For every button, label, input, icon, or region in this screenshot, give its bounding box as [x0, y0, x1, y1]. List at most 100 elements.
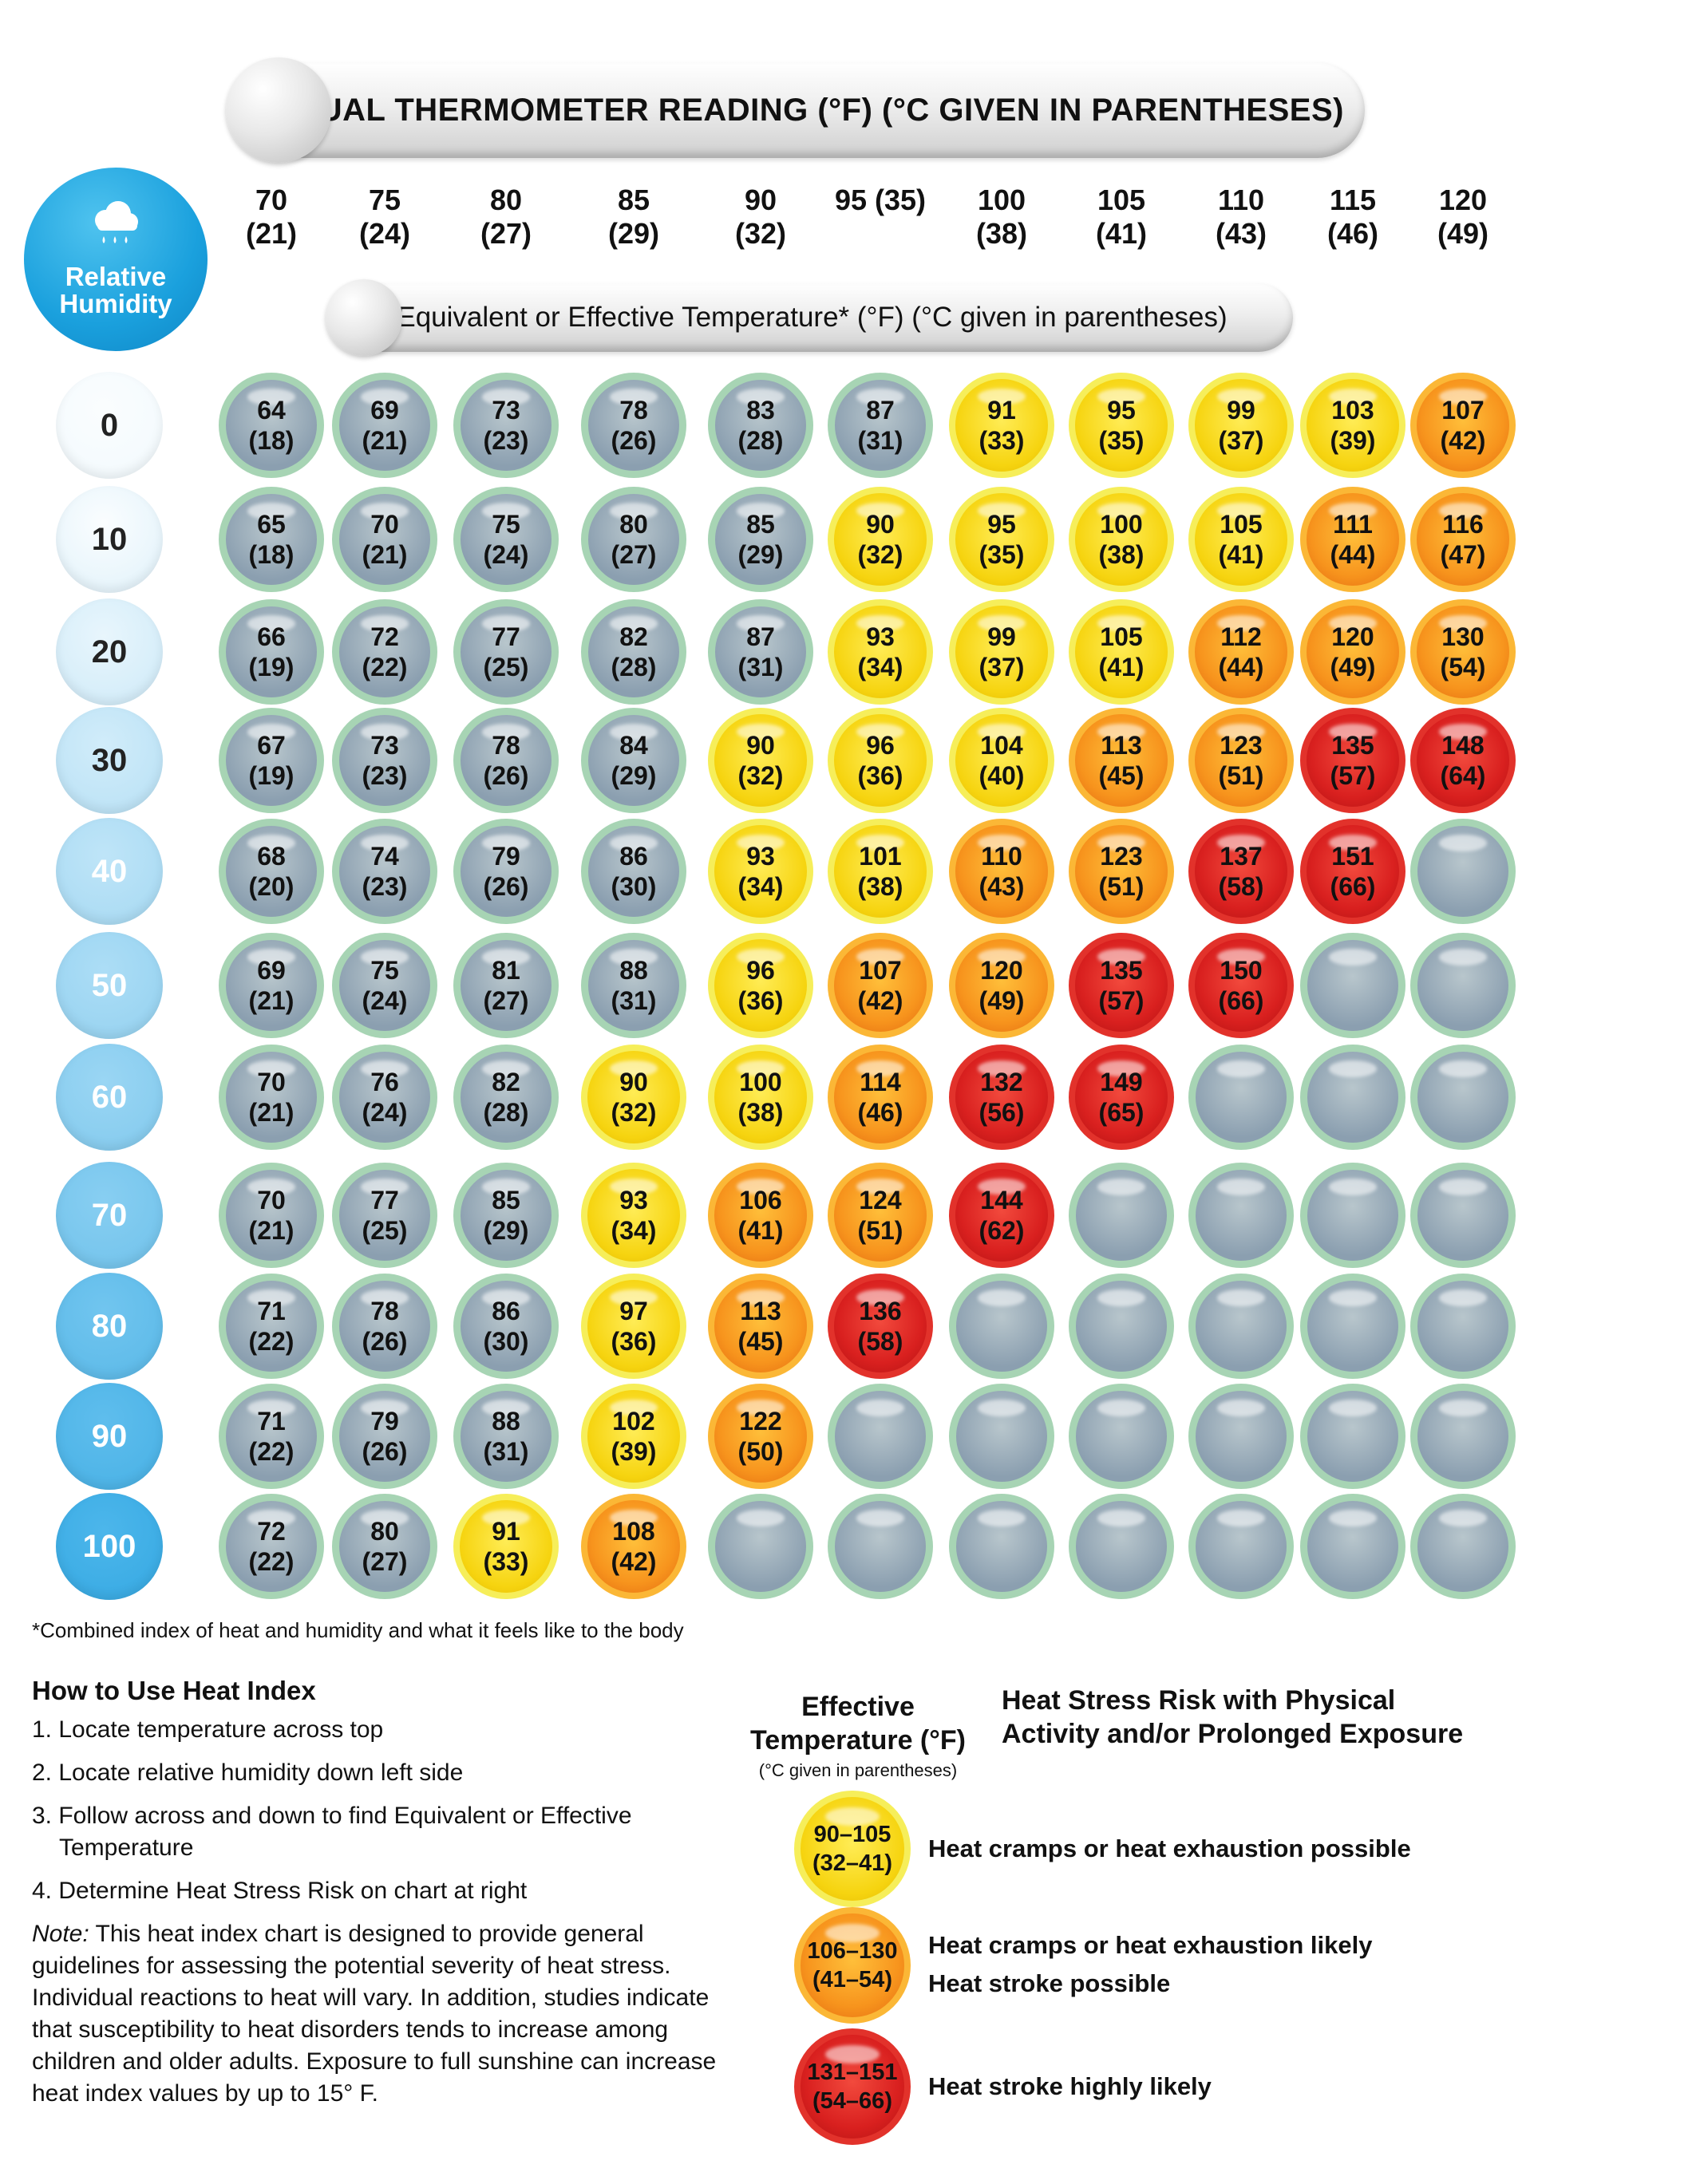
heat-index-cell-empty — [1300, 1494, 1405, 1599]
effective-temp-c: (28) — [611, 653, 657, 681]
heat-index-cell: 69 (21) — [332, 373, 437, 478]
heat-index-cell: 122 (50) — [708, 1384, 813, 1489]
effective-temp-f: 79 — [370, 1407, 399, 1436]
effective-temp-f: 66 — [257, 622, 286, 651]
temperature-label: 75 (24) — [337, 184, 433, 251]
effective-temp-f: 100 — [739, 1068, 782, 1096]
effective-temp-f: 87 — [866, 396, 895, 425]
effective-temp-f: 148 — [1441, 731, 1485, 760]
effective-temp-c: (29) — [611, 761, 657, 790]
effective-temp-f: 78 — [492, 731, 520, 760]
heat-index-cell: 114 (46) — [828, 1045, 933, 1150]
temperature-f: 95 (35) — [834, 184, 927, 216]
heat-index-cell: 66 (19) — [219, 599, 324, 705]
effective-temp-c: (28) — [737, 426, 784, 455]
effective-temp-f: 106 — [739, 1186, 782, 1214]
heat-index-cell-empty — [1300, 1384, 1405, 1489]
effective-temp-c: (26) — [362, 1327, 408, 1356]
heat-index-cell: 104 (40) — [949, 708, 1054, 813]
effective-temp-c: (62) — [978, 1216, 1025, 1245]
heat-index-cell: 71 (22) — [219, 1274, 324, 1379]
temperature-f: 90 — [744, 184, 777, 216]
relative-humidity-label: Relative Humidity — [24, 263, 208, 318]
humidity-label: 50 — [56, 932, 163, 1039]
humidity-label: 60 — [56, 1044, 163, 1151]
effective-temp-c: (23) — [483, 426, 529, 455]
legend-range-f: 131–151 — [807, 2060, 898, 2085]
effective-temp-c: (21) — [248, 986, 295, 1015]
thermometer-reading-banner: ACTUAL THERMOMETER READING (°F) (°C GIVE… — [231, 62, 1365, 158]
effective-temp-c: (22) — [362, 653, 408, 681]
effective-temp-c: (22) — [248, 1437, 295, 1466]
effective-temp-f: 86 — [492, 1297, 520, 1325]
effective-temp-c: (34) — [737, 872, 784, 901]
effective-temp-c: (44) — [1218, 653, 1264, 681]
effective-temp-c: (40) — [978, 761, 1025, 790]
effective-temperature-bulb — [326, 279, 402, 356]
heat-index-cell: 77 (25) — [453, 599, 559, 705]
heat-index-cell: 106 (41) — [708, 1163, 813, 1268]
heat-index-cell-empty — [708, 1494, 813, 1599]
heat-index-cell: 100 (38) — [708, 1045, 813, 1150]
heat-index-cell: 123 (51) — [1069, 819, 1174, 924]
temperature-label: 120 (49) — [1415, 184, 1511, 251]
temperature-c: (21) — [245, 217, 298, 250]
humidity-label: 80 — [56, 1273, 163, 1380]
footnote: *Combined index of heat and humidity and… — [32, 1618, 684, 1642]
effective-temp-c: (29) — [483, 1216, 529, 1245]
heat-index-cell: 113 (45) — [1069, 708, 1174, 813]
legend-risk-text: Heat cramps or heat exhaustion possible — [928, 1830, 1411, 1868]
heat-index-cell-empty — [1069, 1384, 1174, 1489]
effective-temp-c: (38) — [1098, 540, 1145, 569]
effective-temp-c: (50) — [737, 1437, 784, 1466]
effective-temp-c: (34) — [857, 653, 903, 681]
effective-temp-f: 69 — [257, 956, 286, 985]
legend-heading-line1: Effective — [801, 1692, 915, 1722]
temperature-f: 100 — [977, 184, 1026, 216]
effective-temp-f: 85 — [492, 1186, 520, 1214]
heat-index-cell-empty — [828, 1384, 933, 1489]
effective-temp-f: 107 — [859, 956, 902, 985]
effective-temp-f: 111 — [1333, 510, 1373, 539]
effective-temp-c: (24) — [483, 540, 529, 569]
step-2: 2. Locate relative humidity down left si… — [32, 1759, 464, 1786]
effective-temp-c: (47) — [1440, 540, 1486, 569]
effective-temp-c: (58) — [857, 1327, 903, 1356]
heat-index-cell: 67 (19) — [219, 708, 324, 813]
heat-index-cell: 151 (66) — [1300, 819, 1405, 924]
effective-temp-f: 116 — [1442, 510, 1484, 539]
heat-index-cell: 116 (47) — [1410, 487, 1516, 592]
heat-index-cell: 79 (26) — [332, 1384, 437, 1489]
heat-index-cell: 78 (26) — [332, 1274, 437, 1379]
heat-index-cell: 87 (31) — [828, 373, 933, 478]
effective-temp-f: 135 — [1331, 731, 1374, 760]
effective-temp-f: 99 — [1227, 396, 1255, 425]
heat-index-cell: 112 (44) — [1188, 599, 1294, 705]
effective-temp-c: (30) — [611, 872, 657, 901]
heat-index-cell: 80 (27) — [581, 487, 686, 592]
heat-index-cell: 149 (65) — [1069, 1045, 1174, 1150]
rain-cloud-icon — [95, 201, 138, 243]
effective-temp-c: (22) — [248, 1547, 295, 1576]
effective-temp-f: 93 — [619, 1186, 648, 1214]
effective-temp-c: (37) — [978, 653, 1025, 681]
effective-temp-f: 97 — [619, 1297, 648, 1325]
legend-risk-text-line1: Heat stroke highly likely — [928, 2072, 1212, 2100]
step-4: 4. Determine Heat Stress Risk on chart a… — [32, 1878, 528, 1904]
effective-temp-f: 113 — [1101, 731, 1142, 760]
effective-temp-f: 123 — [1220, 731, 1263, 760]
heat-index-cell: 93 (34) — [581, 1163, 686, 1268]
heat-index-cell: 86 (30) — [453, 1274, 559, 1379]
heat-index-cell: 130 (54) — [1410, 599, 1516, 705]
heat-index-cell: 99 (37) — [1188, 373, 1294, 478]
temperature-f: 70 — [255, 184, 288, 216]
temperature-c: (43) — [1215, 217, 1267, 250]
effective-temp-f: 83 — [746, 396, 775, 425]
heat-index-cell: 120 (49) — [1300, 599, 1405, 705]
heat-index-cell: 148 (64) — [1410, 708, 1516, 813]
effective-temp-c: (57) — [1098, 986, 1145, 1015]
heat-index-cell: 150 (66) — [1188, 933, 1294, 1038]
effective-temp-f: 120 — [1331, 622, 1374, 651]
effective-temp-f: 93 — [866, 622, 895, 651]
legend-risk-line1: Heat Stress Risk with Physical — [1002, 1685, 1396, 1716]
